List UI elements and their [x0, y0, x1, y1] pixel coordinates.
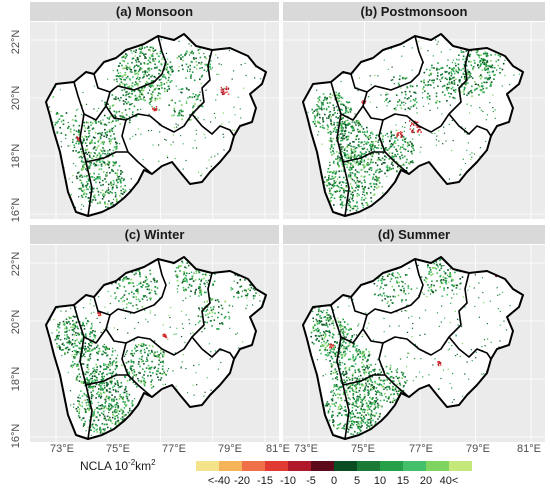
division-boundary	[83, 105, 107, 121]
division-boundary	[330, 304, 350, 440]
legend-swatch	[380, 461, 403, 471]
legend-label: 20	[419, 475, 433, 487]
legend-label: 5	[353, 475, 361, 487]
panel-d-map	[283, 245, 545, 442]
division-boundary	[105, 49, 213, 133]
state-boundary	[45, 256, 267, 440]
legend-swatch	[357, 461, 380, 471]
x-label-77e: 77°E	[162, 443, 186, 455]
legend-swatch	[449, 461, 472, 471]
panel-b-map	[283, 22, 545, 219]
legend-swatch	[403, 461, 426, 471]
legend-title-exponent: -2	[128, 458, 136, 467]
legend-title-unit-exponent: 2	[151, 458, 156, 467]
panel-c-title: (c) Winter	[124, 227, 185, 242]
legend-swatch	[288, 461, 311, 471]
division-boundary	[85, 151, 128, 163]
legend-label: -5	[306, 475, 316, 487]
x-label-73e-right: 73°E	[294, 443, 318, 455]
state-map-svg	[30, 22, 279, 219]
division-boundary	[83, 328, 107, 344]
division-boundary	[362, 272, 470, 356]
legend-title-unit: km	[135, 459, 152, 473]
division-boundary	[342, 374, 385, 386]
division-boundary	[85, 374, 128, 386]
division-boundary	[340, 328, 364, 344]
y-label-top-20n: 20°N	[10, 85, 22, 111]
legend-label: -15	[257, 475, 273, 487]
x-label-75e: 75°E	[106, 443, 130, 455]
x-label-79e: 79°E	[218, 443, 242, 455]
x-label-81e-right: 81°E	[517, 443, 541, 455]
state-boundary	[302, 33, 524, 217]
state-map-svg	[283, 245, 545, 442]
legend-swatch	[426, 461, 449, 471]
legend-label: <-40	[207, 475, 231, 487]
panel-a-title-strip: (a) Monsoon	[30, 2, 279, 21]
y-label-top-16n: 16°N	[10, 197, 22, 223]
division-boundary	[93, 258, 167, 316]
y-label-top-22n: 22°N	[10, 29, 22, 55]
panel-b-title-strip: (b) Postmonsoon	[283, 2, 545, 21]
division-boundary	[191, 113, 235, 137]
division-boundary	[350, 258, 424, 316]
legend-label: -20	[234, 475, 250, 487]
panel-c-title-strip: (c) Winter	[30, 225, 279, 244]
division-boundary	[342, 151, 385, 163]
state-boundary	[45, 33, 267, 217]
division-boundary	[93, 35, 167, 93]
x-label-73e: 73°E	[50, 443, 74, 455]
division-boundary	[448, 113, 492, 137]
division-boundary	[340, 105, 364, 121]
division-boundary	[362, 49, 470, 133]
legend-label: 40<	[439, 475, 459, 487]
x-label-79e-right: 79°E	[466, 443, 490, 455]
division-boundary	[73, 81, 93, 217]
legend-swatch	[242, 461, 265, 471]
x-label-81e-left: 81°E	[266, 443, 290, 455]
y-label-top-18n: 18°N	[10, 143, 22, 169]
legend-swatch	[311, 461, 334, 471]
y-label-bottom-16n: 16°N	[10, 423, 22, 449]
legend-swatch	[265, 461, 288, 471]
legend-title-prefix: NCLA 10	[80, 459, 129, 473]
legend-swatch	[196, 461, 219, 471]
legend-label: 15	[396, 475, 410, 487]
state-map-svg	[283, 22, 545, 219]
panel-a-map	[30, 22, 279, 219]
x-label-75e-right: 75°E	[351, 443, 375, 455]
panel-d-title-strip: (d) Summer	[283, 225, 545, 244]
panel-b-title: (b) Postmonsoon	[360, 4, 468, 19]
change-pixels	[303, 34, 523, 216]
state-map-svg	[30, 245, 279, 442]
y-label-bottom-18n: 18°N	[10, 366, 22, 392]
division-boundary	[73, 304, 93, 440]
panel-a-title: (a) Monsoon	[115, 4, 194, 19]
legend-swatch	[334, 461, 357, 471]
state-boundary	[302, 256, 524, 440]
legend-label: 0	[330, 475, 338, 487]
division-boundary	[191, 336, 235, 360]
legend-swatch	[219, 461, 242, 471]
division-boundary	[448, 336, 492, 360]
legend-label: -10	[280, 475, 296, 487]
division-boundary	[105, 272, 213, 356]
division-boundary	[350, 35, 424, 93]
panel-c-map	[30, 245, 279, 442]
y-label-bottom-22n: 22°N	[10, 251, 22, 277]
division-boundary	[330, 81, 350, 217]
x-label-77e-right: 77°E	[409, 443, 433, 455]
state-area	[303, 34, 523, 216]
panel-d-title: (d) Summer	[377, 227, 451, 242]
legend-title: NCLA 10-2km2	[80, 458, 156, 473]
y-label-bottom-20n: 20°N	[10, 309, 22, 335]
legend-label: 10	[373, 475, 387, 487]
